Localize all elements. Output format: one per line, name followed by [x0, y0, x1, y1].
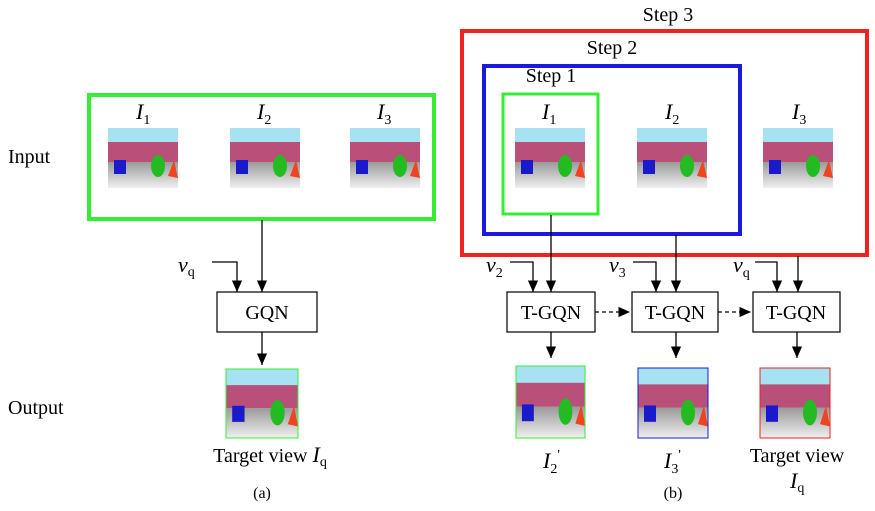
image [638, 368, 708, 438]
output-label: Iq [789, 468, 804, 496]
image [763, 128, 833, 188]
row-label: Output [8, 397, 64, 419]
arrow [212, 262, 237, 292]
model: T-GQN [766, 302, 826, 324]
image [760, 368, 830, 438]
caption: (a) [253, 485, 271, 502]
output-label: Target view [750, 445, 845, 467]
image [515, 128, 585, 188]
step-label: Step 2 [587, 37, 638, 59]
input-label: I2 [256, 99, 271, 128]
step-label: Step 3 [643, 4, 694, 26]
input-label: I1 [135, 99, 150, 128]
model: GQN [245, 302, 288, 324]
arrow [633, 262, 656, 292]
arrow [755, 262, 777, 292]
image [516, 366, 585, 438]
output-label: I2' [542, 448, 560, 477]
panel-a: Input Output I1 I2 I3 vq GQN Target view I… [8, 95, 434, 502]
query: vq [178, 252, 195, 280]
output-label: Target view Iq [213, 442, 327, 470]
image [637, 128, 707, 188]
image [350, 128, 420, 188]
input-label: I1 [541, 99, 556, 128]
step-label: Step 1 [526, 65, 577, 87]
diagram: Input Output I1 I2 I3 vq GQN Target view I… [0, 0, 875, 511]
row-label: Input [8, 146, 51, 168]
image [226, 369, 298, 438]
image [108, 128, 178, 188]
image [230, 128, 300, 188]
model: T-GQN [645, 302, 705, 324]
input-label: I3 [376, 99, 391, 128]
arrow [510, 262, 533, 292]
model: T-GQN [521, 302, 581, 324]
caption: (b) [664, 485, 683, 502]
input-label: I2 [664, 99, 679, 128]
output-label: I3' [663, 448, 681, 477]
input-label: I3 [791, 99, 806, 128]
